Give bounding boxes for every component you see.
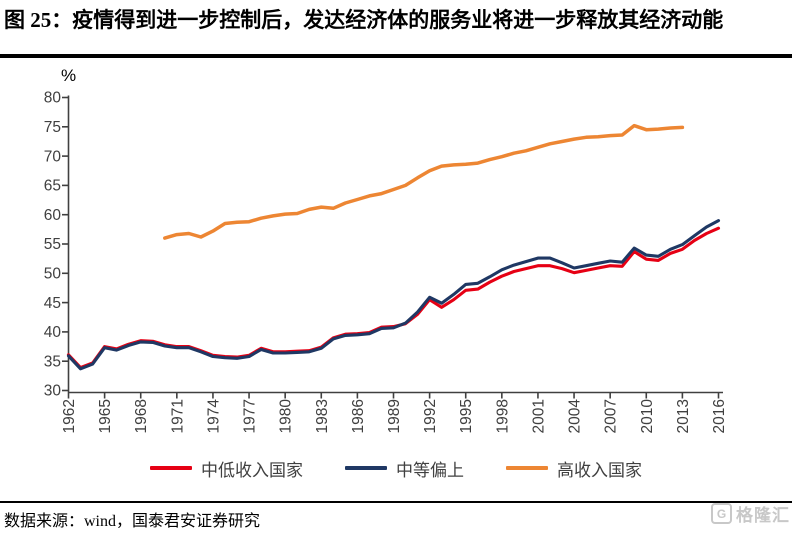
y-tick-label: 35 bbox=[44, 353, 61, 370]
y-tick-label: 30 bbox=[44, 383, 62, 400]
x-tick-label: 1962 bbox=[61, 399, 78, 433]
figure-title: 图 25：疫情得到进一步控制后，发达经济体的服务业将进一步释放其经济动能 bbox=[4, 8, 724, 32]
x-tick-label: 2010 bbox=[639, 399, 656, 434]
y-tick-label: 45 bbox=[44, 295, 61, 312]
y-tick-label: 40 bbox=[44, 324, 62, 341]
legend-item-upper-middle-income: 中等偏上 bbox=[345, 456, 464, 481]
x-tick-label: 2001 bbox=[530, 399, 547, 433]
x-tick-label: 1992 bbox=[422, 399, 439, 433]
x-tick-label: 1998 bbox=[494, 399, 511, 433]
legend-label: 中等偏上 bbox=[396, 460, 464, 480]
x-tick-label: 1974 bbox=[205, 399, 222, 434]
y-tick-label: 70 bbox=[44, 148, 62, 165]
legend-item-low-middle-income: 中低收入国家 bbox=[150, 456, 303, 481]
orange-line-swatch-icon bbox=[506, 466, 548, 470]
gelonghui-logo-icon: G bbox=[711, 503, 732, 524]
chart-legend: 中低收入国家 中等偏上 高收入国家 bbox=[0, 453, 792, 483]
x-tick-label: 1965 bbox=[97, 399, 114, 433]
title-divider bbox=[0, 54, 792, 58]
footer-divider bbox=[0, 501, 792, 503]
gelonghui-watermark: G 格隆汇 bbox=[711, 501, 790, 526]
x-tick-label: 1971 bbox=[169, 399, 186, 433]
y-tick-label: 60 bbox=[44, 207, 62, 224]
y-tick-label: 65 bbox=[44, 178, 61, 195]
x-tick-label: 2007 bbox=[603, 399, 620, 433]
x-tick-label: 1989 bbox=[386, 399, 403, 433]
series-line-2 bbox=[163, 123, 685, 240]
x-tick-label: 2013 bbox=[675, 399, 692, 433]
watermark-text: 格隆汇 bbox=[736, 506, 790, 525]
legend-item-high-income: 高收入国家 bbox=[506, 456, 642, 481]
x-tick-label: 1986 bbox=[350, 399, 367, 433]
x-tick-label: 1968 bbox=[133, 399, 150, 433]
red-line-swatch-icon bbox=[150, 466, 192, 470]
legend-label: 中低收入国家 bbox=[201, 460, 303, 480]
y-tick-label: 75 bbox=[44, 119, 61, 136]
y-axis-unit-label: % bbox=[61, 66, 76, 85]
x-tick-label: 2004 bbox=[567, 399, 584, 434]
x-tick-label: 1983 bbox=[314, 399, 331, 433]
data-source: 数据来源：wind，国泰君安证券研究 bbox=[4, 513, 261, 530]
y-tick-label: 50 bbox=[44, 266, 62, 283]
series-line-1 bbox=[66, 219, 721, 371]
navy-line-swatch-icon bbox=[345, 466, 387, 470]
y-tick-label: 55 bbox=[44, 236, 61, 253]
y-tick-label: 80 bbox=[44, 90, 62, 107]
legend-label: 高收入国家 bbox=[557, 460, 642, 480]
x-tick-label: 1977 bbox=[242, 399, 259, 433]
x-tick-label: 1995 bbox=[458, 399, 475, 433]
x-tick-label: 2016 bbox=[711, 399, 728, 433]
x-tick-label: 1980 bbox=[278, 399, 295, 434]
